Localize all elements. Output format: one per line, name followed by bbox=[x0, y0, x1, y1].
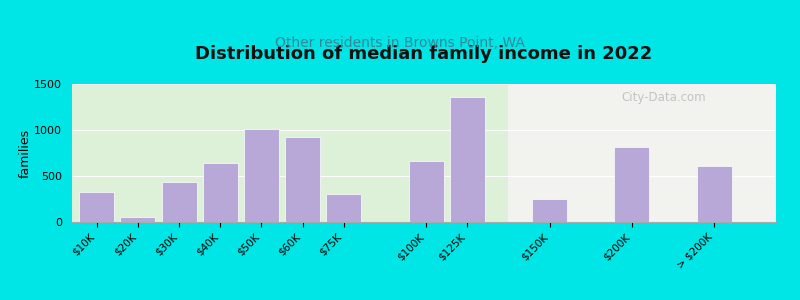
Bar bbox=[120, 218, 155, 222]
Y-axis label: families: families bbox=[18, 128, 31, 178]
Bar bbox=[79, 192, 114, 222]
Bar bbox=[162, 182, 197, 222]
Bar bbox=[508, 84, 776, 222]
Bar bbox=[326, 194, 362, 222]
Bar bbox=[409, 161, 443, 222]
Text: City-Data.com: City-Data.com bbox=[621, 91, 706, 104]
Text: Other residents in Browns Point, WA: Other residents in Browns Point, WA bbox=[275, 36, 525, 50]
Bar bbox=[614, 147, 650, 222]
Bar bbox=[72, 84, 508, 222]
Title: Distribution of median family income in 2022: Distribution of median family income in … bbox=[195, 45, 653, 63]
Bar bbox=[202, 163, 238, 222]
Bar bbox=[532, 199, 567, 222]
Bar bbox=[244, 129, 279, 222]
Bar bbox=[285, 137, 320, 222]
Bar bbox=[697, 166, 732, 222]
Bar bbox=[450, 97, 485, 222]
